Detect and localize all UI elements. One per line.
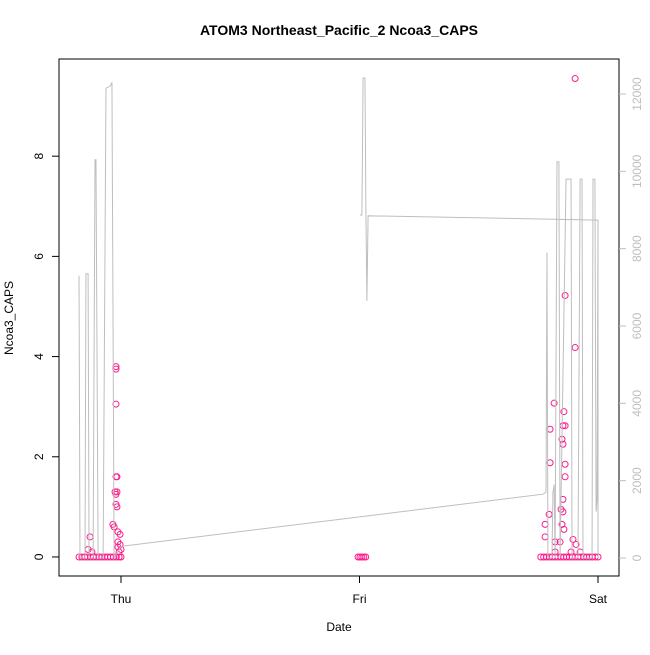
- point: [567, 548, 575, 556]
- line: [78, 77, 599, 560]
- x-tick-label: Sat: [589, 592, 608, 606]
- point: [360, 553, 368, 561]
- y-tick-label: 0: [32, 553, 46, 560]
- y-tick-label: 2: [32, 453, 46, 460]
- point: [358, 553, 366, 561]
- y2-tick-label: 0: [630, 554, 644, 561]
- point: [362, 553, 370, 561]
- point: [560, 408, 568, 416]
- y2-tick-label: 2000: [630, 467, 644, 494]
- y-axis-label: Ncoa3_CAPS: [2, 281, 16, 355]
- y2-tick-label: 6000: [630, 312, 644, 339]
- x-tick-label: Thu: [111, 592, 132, 606]
- point: [115, 553, 123, 561]
- chart-title: ATOM3 Northeast_Pacific_2 Ncoa3_CAPS: [200, 22, 478, 38]
- y2-tick-label: 4000: [630, 390, 644, 417]
- point: [546, 459, 554, 467]
- y-tick-label: 6: [32, 253, 46, 260]
- x-tick-label: Fri: [353, 592, 367, 606]
- plot-box: [58, 58, 620, 577]
- point: [561, 291, 569, 299]
- y2-tick-label: 10000: [630, 154, 644, 188]
- y2-tick-label: 12000: [630, 77, 644, 111]
- point: [571, 344, 579, 352]
- x-axis-label: Date: [326, 620, 352, 634]
- point: [561, 460, 569, 468]
- point: [569, 535, 577, 543]
- y-tick-label: 4: [32, 353, 46, 360]
- point: [571, 75, 579, 83]
- point: [572, 540, 580, 548]
- point: [116, 530, 124, 538]
- y2-tick-label: 8000: [630, 235, 644, 262]
- point: [561, 473, 569, 481]
- y-tick-label: 8: [32, 153, 46, 160]
- point: [550, 399, 558, 407]
